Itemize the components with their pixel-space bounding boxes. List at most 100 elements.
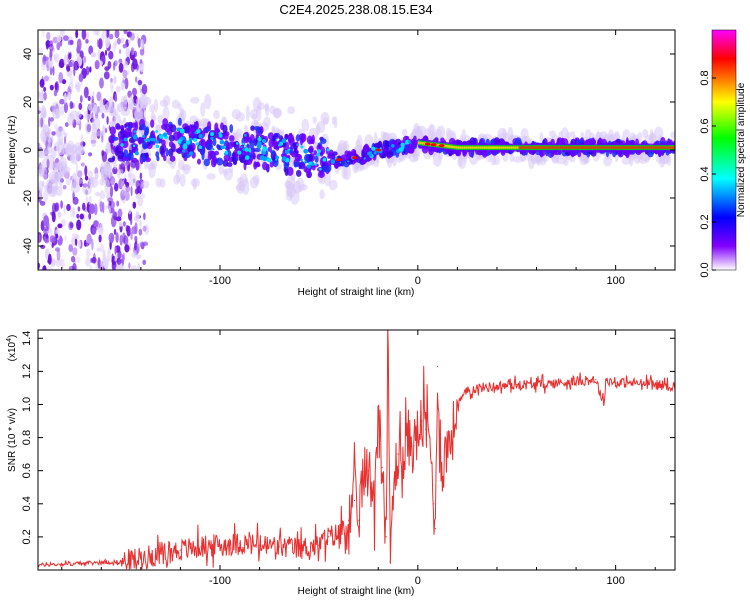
spectrogram-haze-blob [200,118,209,127]
spectrogram-noise-blob [43,86,47,92]
spectrogram-noise-blob [123,235,129,246]
spectrogram-haze-blob [312,116,317,124]
spectrogram-blob [109,126,117,135]
snr-point [476,387,478,389]
spectrogram-blob [193,121,198,127]
spectrogram-highlight [256,143,262,149]
spectrogram-blob [295,169,302,177]
colorbar: 0.0 0.2 0.4 0.6 0.8 Normalized spectral ampl… [699,29,747,278]
spectrogram-haze-blob [105,142,111,155]
spectrogram-band-core [560,146,563,149]
spectrogram-blob [386,150,394,158]
spectrogram-haze-blob [249,109,259,119]
spectrogram-ytick-label: -20 [22,190,34,206]
spectrogram-band-core [591,146,595,149]
spectrogram-band-core [619,146,622,149]
snr-point [417,433,419,435]
spectrogram-haze-blob [563,154,569,167]
spectrogram-haze-blob [333,116,338,129]
spectrogram-noise-blob [142,225,147,232]
spectrogram-band-core [516,146,519,149]
spectrogram-band-core [479,146,482,149]
spectrogram-haze-blob [204,93,212,110]
spectrogram-noise-blob [59,98,65,105]
spectrogram-noise-blob [139,241,146,248]
snr-point [421,420,423,422]
spectrogram-noise-blob [43,75,50,82]
spectrogram-noise-blob [56,35,62,43]
spectrogram-noise-blob [121,253,125,266]
spectrogram-blob [257,129,262,134]
spectrogram-haze-blob [200,102,206,117]
snr-point [348,519,350,521]
spectrogram-haze-blob [509,153,515,163]
spectrogram-noise-blob [60,200,63,209]
spectrogram-band-core [530,146,533,149]
spectrogram-noise-blob [130,186,133,197]
spectrogram-band-core [467,146,470,149]
spectrogram-noise-blob [49,235,56,243]
spectrogram-noise-blob [142,259,146,265]
spectrogram-band-core [451,145,454,149]
spectrogram-ytick-label: -40 [22,238,34,254]
spectrogram-noise-blob [117,38,121,45]
spectrogram-haze-blob [670,131,675,139]
spectrogram-noise-blob [93,220,99,228]
spectrogram-noise-blob [38,191,43,200]
spectrogram-band-core [564,146,567,149]
colorbar-tick-label: 0.0 [699,262,711,277]
spectrogram-haze-blob [622,129,631,138]
spectrogram-blob [198,140,205,146]
spectrogram-noise-blob [89,203,95,215]
spectrogram-noise-blob [134,241,137,251]
spectrogram-blob [254,147,261,153]
spectrogram-highlight [212,148,215,151]
snr-point [179,549,181,551]
spectrogram-blob [226,162,233,167]
spectrogram-noise-blob [119,49,122,54]
spectrogram-noise-blob [88,195,92,206]
spectrogram-noise-blob [79,95,83,103]
spectrogram-highlight [368,153,373,157]
spectrogram-band-core [554,146,557,149]
snr-point [353,499,356,502]
spectrogram-noise-blob [77,206,81,212]
spectrogram-noise-blob [101,151,108,163]
spectrogram-highlight [235,142,239,145]
spectrogram-noise-blob [65,177,72,186]
spectrogram-noise-blob [118,62,124,73]
spectrogram-highlight [275,155,279,160]
spectrogram-band-core [562,146,565,149]
spectrogram-noise-blob [74,233,80,240]
spectrogram-haze-blob [113,162,118,170]
spectrogram-noise-blob [62,184,67,190]
spectrogram-noise-blob [126,69,130,75]
snr-ytick-label: 0.6 [21,463,33,478]
spectrogram-noise-blob [130,47,135,56]
spectrogram-noise-blob [130,167,134,172]
figure-title: C2E4.2025.238.08.15.E34 [279,2,432,17]
spectrogram-noise-blob [139,48,145,56]
spectrogram-highlight [281,138,287,143]
spectrogram-highlight [300,145,304,149]
spectrogram-highlight [210,132,215,137]
spectrogram-noise-blob [42,30,45,37]
spectrogram-band-core [641,146,644,149]
spectrogram-noise-blob [106,116,109,125]
spectrogram-highlight [195,142,199,146]
spectrogram-noise-blob [75,162,79,174]
spectrogram-band-core [534,146,537,149]
spectrogram-blob [116,125,122,130]
spectrogram-band-core [502,146,506,149]
snr-point [393,478,395,480]
snr-xtick-label: 0 [415,575,421,587]
spectrogram-noise-blob [64,136,67,145]
spectrogram-noise-blob [85,195,89,205]
spectrogram-blob [253,126,261,131]
spectrogram-haze-blob [135,100,144,110]
spectrogram-noise-blob [97,227,104,234]
spectrogram-band-core [669,146,672,149]
spectrogram-band-core [576,146,579,149]
spectrogram-noise-blob [57,211,62,218]
spectrogram-ytick-label: 20 [22,96,34,108]
